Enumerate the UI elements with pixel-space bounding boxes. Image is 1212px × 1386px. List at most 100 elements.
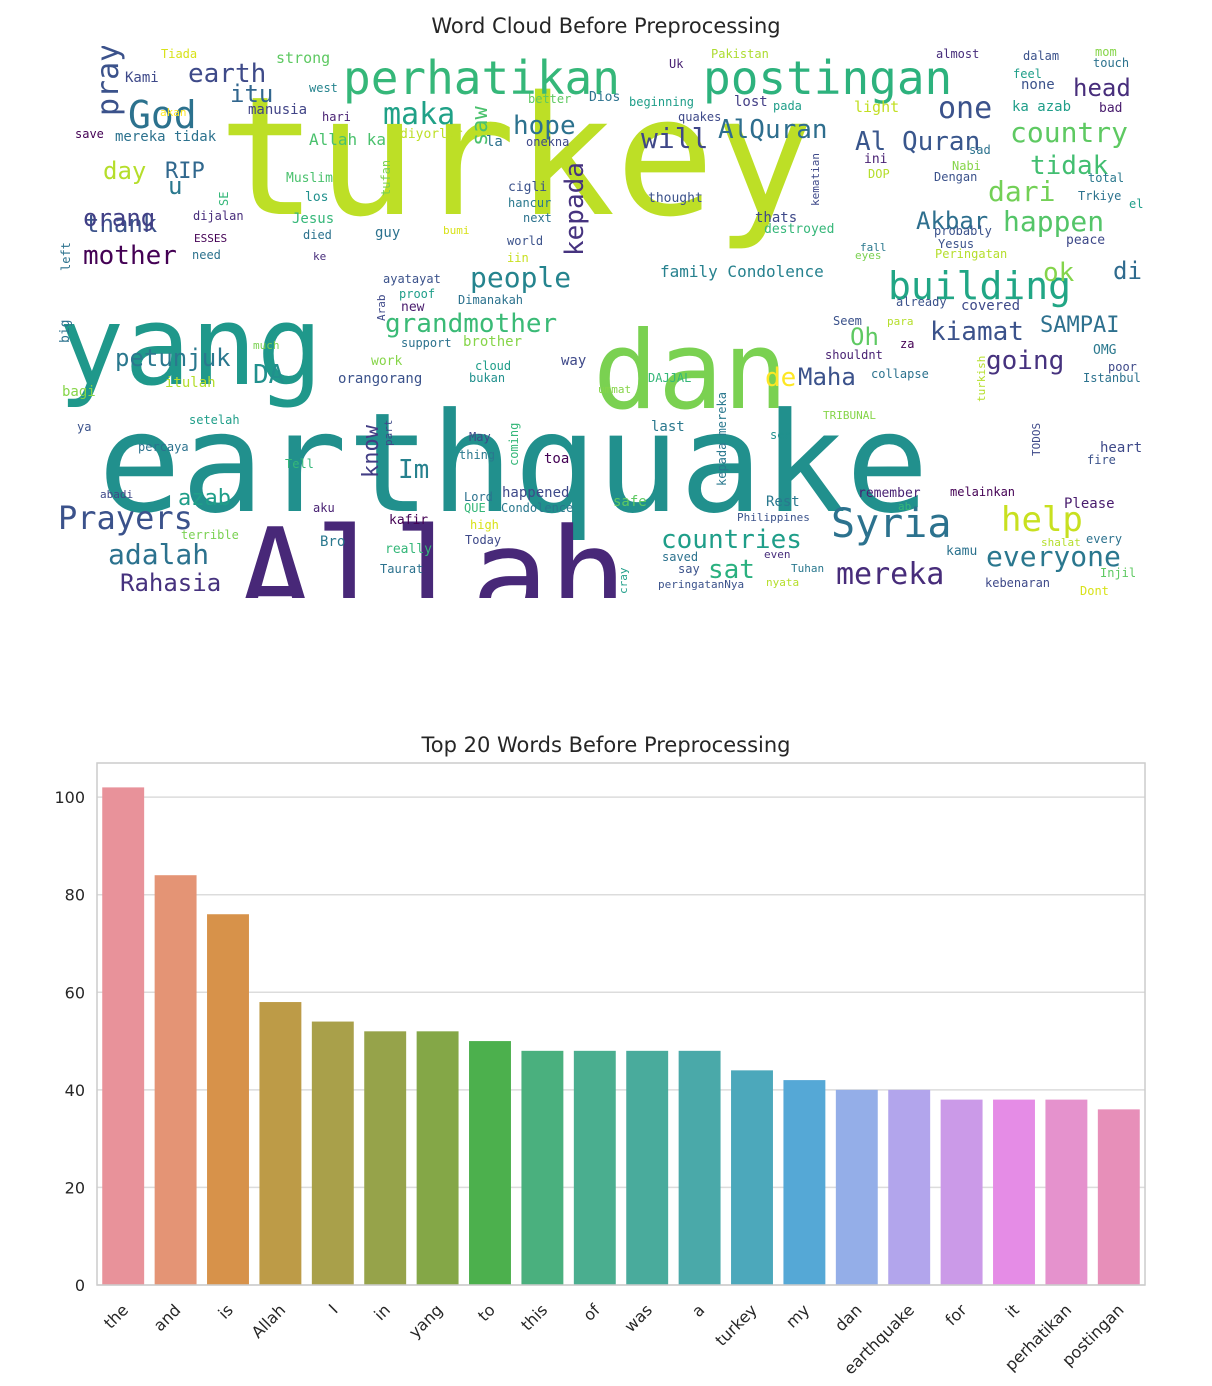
word-cloud-word: shalat bbox=[1041, 536, 1081, 549]
word-cloud-word: way bbox=[561, 353, 586, 369]
word-cloud-word: di bbox=[1113, 257, 1142, 285]
word-cloud-word: azab bbox=[178, 486, 231, 511]
bar bbox=[678, 1050, 721, 1285]
word-cloud-word: DAJJAL bbox=[648, 371, 691, 385]
word-cloud-word: Maha bbox=[798, 363, 856, 391]
word-cloud-word: Seem bbox=[833, 314, 862, 328]
word-cloud-word: turkish bbox=[975, 356, 988, 402]
word-cloud-word: u bbox=[168, 172, 182, 200]
y-tick-label: 0 bbox=[75, 1276, 85, 1295]
word-cloud-word: Tuhan bbox=[791, 562, 824, 575]
word-cloud-word: dijalan bbox=[193, 209, 244, 223]
word-cloud-word: Nabi bbox=[952, 159, 981, 173]
word-cloud-word: help bbox=[1001, 500, 1083, 540]
word-cloud-word: ok bbox=[1043, 258, 1075, 288]
word-cloud-word: bad bbox=[1099, 101, 1122, 116]
word-cloud-word: guy bbox=[375, 225, 400, 241]
word-cloud-word: last bbox=[651, 419, 685, 435]
x-tick-label: Allah bbox=[248, 1300, 290, 1342]
word-cloud-word: petunjuk bbox=[115, 344, 231, 372]
word-cloud-word: percaya bbox=[138, 440, 189, 454]
word-cloud-word: turkey bbox=[218, 61, 814, 253]
word-cloud-word: mereka tidak bbox=[115, 129, 217, 145]
y-tick-label: 40 bbox=[65, 1081, 85, 1100]
word-cloud-word: beginning bbox=[629, 95, 694, 109]
word-cloud-word: will bbox=[641, 122, 708, 155]
x-tick-label: dan bbox=[831, 1300, 866, 1335]
bar bbox=[940, 1099, 983, 1285]
y-tick-label: 20 bbox=[65, 1178, 85, 1197]
word-cloud-word: know bbox=[359, 424, 384, 478]
word-cloud-word: onekna bbox=[526, 135, 569, 149]
word-cloud-word: Rahasia bbox=[120, 569, 221, 597]
word-cloud-word: bumi bbox=[443, 224, 470, 237]
word-cloud-word: probably bbox=[934, 224, 992, 238]
bar bbox=[259, 1002, 302, 1285]
word-cloud-word: left bbox=[59, 242, 73, 271]
plot-frame bbox=[96, 762, 1146, 1286]
word-cloud-word: heart bbox=[1100, 440, 1142, 456]
word-cloud-word: fire bbox=[1087, 453, 1116, 467]
word-cloud-word: countries bbox=[661, 525, 802, 555]
word-cloud-word: happened bbox=[502, 485, 569, 501]
word-cloud-word: kiamat bbox=[930, 317, 1024, 347]
word-cloud-word: need bbox=[192, 248, 221, 262]
word-cloud-word: ke bbox=[313, 250, 326, 263]
word-cloud-word: de bbox=[765, 363, 796, 393]
word-cloud-word: DA bbox=[253, 360, 285, 390]
word-cloud-word: Pakistan bbox=[711, 47, 769, 61]
word-cloud-word: bagi bbox=[62, 384, 96, 400]
word-cloud-word: QUE bbox=[464, 501, 486, 515]
wordcloud-title: Word Cloud Before Preprocessing bbox=[431, 14, 781, 38]
word-cloud-word: thought bbox=[648, 191, 703, 206]
word-cloud-word: cloud bbox=[475, 359, 511, 373]
word-cloud-word: God bbox=[128, 93, 197, 137]
x-tick-label: was bbox=[621, 1300, 657, 1336]
bar bbox=[207, 914, 249, 1285]
y-tick-label: 60 bbox=[65, 983, 85, 1002]
word-cloud-word: Injil bbox=[1100, 566, 1136, 580]
word-cloud-word: Jesus bbox=[292, 211, 334, 227]
word-cloud-word: ESSES bbox=[194, 232, 227, 245]
word-cloud-word: terrible bbox=[181, 528, 239, 542]
word-cloud-word: RIP bbox=[165, 159, 205, 184]
word-cloud-word: tufan bbox=[379, 160, 393, 196]
word-cloud-word: Taurat bbox=[380, 562, 423, 576]
word-cloud-word: Akbar bbox=[916, 207, 988, 235]
x-tick-label: for bbox=[941, 1300, 970, 1329]
word-cloud-word: proof bbox=[399, 287, 435, 301]
word-cloud-word: everyone bbox=[986, 540, 1121, 573]
x-tick-label: the bbox=[100, 1300, 132, 1332]
word-cloud-word: Lord bbox=[464, 490, 493, 504]
word-cloud-word: pada bbox=[773, 99, 802, 113]
word-cloud-word: Tell bbox=[285, 457, 314, 471]
word-cloud-word: ya bbox=[77, 420, 91, 434]
word-cloud-word: SAMPAI bbox=[1040, 313, 1119, 338]
word-cloud-word: one bbox=[938, 91, 992, 126]
bar bbox=[731, 1070, 773, 1285]
word-cloud-word: feel bbox=[1013, 67, 1042, 81]
word-cloud-word: sat bbox=[708, 555, 755, 585]
word-cloud-word: toa bbox=[544, 451, 569, 467]
bar bbox=[364, 1031, 407, 1285]
word-cloud-word: kepada bbox=[560, 162, 590, 256]
word-cloud-word: mother bbox=[83, 241, 177, 271]
word-cloud-word: hari bbox=[322, 110, 351, 124]
word-cloud-word: nyata bbox=[766, 576, 799, 589]
word-cloud-word: dan bbox=[593, 309, 788, 434]
y-tick-label: 80 bbox=[65, 886, 85, 905]
word-cloud-word: say bbox=[678, 562, 700, 576]
bar bbox=[154, 875, 197, 1285]
word-cloud-word: dalam bbox=[1023, 49, 1059, 63]
word-cloud-word: poor bbox=[1108, 360, 1137, 374]
word-cloud-word: hope bbox=[513, 111, 576, 141]
word-cloud-word: work bbox=[371, 354, 402, 369]
word-cloud-word: itu bbox=[230, 80, 273, 108]
word-cloud-word: za bbox=[900, 337, 914, 351]
word-cloud-word: perhatikan bbox=[343, 51, 620, 105]
word-cloud-word: diyorlar bbox=[400, 127, 463, 142]
word-cloud-word: Peringatan bbox=[935, 247, 1007, 261]
word-cloud-word: earthquake bbox=[98, 383, 929, 544]
word-cloud-word: remember bbox=[858, 486, 921, 501]
bar bbox=[993, 1099, 1035, 1285]
